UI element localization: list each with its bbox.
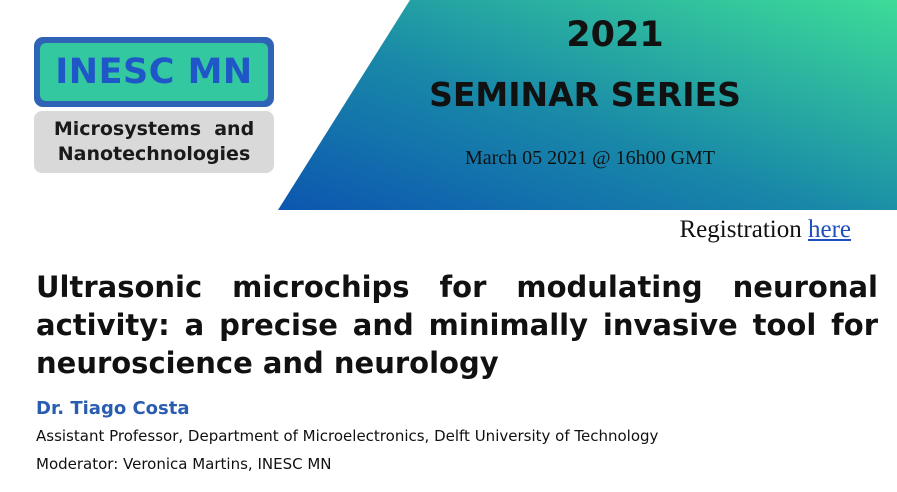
inesc-mn-logo: INESC MN Microsystems and Nanotechnologi… xyxy=(34,37,274,173)
moderator: Moderator: Veronica Martins, INESC MN xyxy=(36,455,332,473)
header-banner xyxy=(278,0,897,210)
speaker-affiliation: Assistant Professor, Department of Micro… xyxy=(36,427,659,445)
logo-subtitle-line2: Nanotechnologies xyxy=(57,143,251,165)
registration-link[interactable]: here xyxy=(807,216,851,243)
logo-name: INESC MN xyxy=(55,52,253,92)
registration-line: Registration here xyxy=(680,216,852,244)
talk-title: Ultrasonic microchips for modulating neu… xyxy=(36,270,878,380)
banner-gradient-shape xyxy=(278,0,897,210)
logo-name-frame: INESC MN xyxy=(34,37,274,107)
seminar-date: March 05 2021 @ 16h00 GMT xyxy=(464,147,716,169)
logo-subtitle-line1: Microsystems and xyxy=(53,118,255,140)
registration-label: Registration xyxy=(679,216,802,243)
series-year: 2021 xyxy=(566,15,664,55)
logo-subtitle: Microsystems and Nanotechnologies xyxy=(34,111,274,173)
speaker-name: Dr. Tiago Costa xyxy=(36,398,190,419)
logo-name-box: INESC MN xyxy=(40,43,268,101)
series-title: SEMINAR SERIES xyxy=(429,75,741,114)
